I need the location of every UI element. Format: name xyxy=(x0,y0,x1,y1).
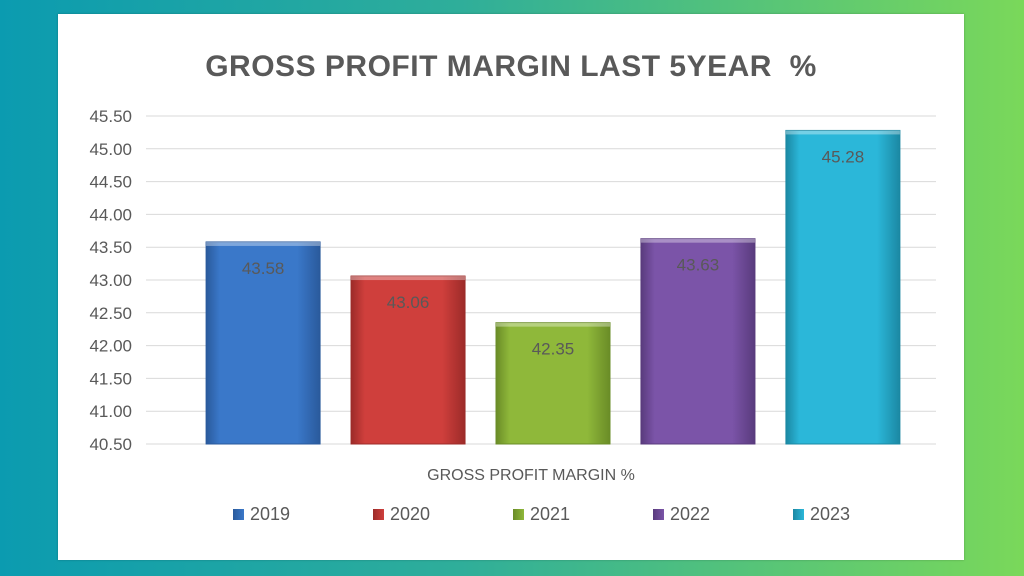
y-tick-label: 42.50 xyxy=(89,304,132,323)
legend-swatch xyxy=(233,509,244,520)
data-label-2021: 42.35 xyxy=(532,340,575,359)
legend-swatch xyxy=(373,509,384,520)
legend-item-2020: 2020 xyxy=(373,504,430,525)
data-label-2019: 43.58 xyxy=(242,259,285,278)
legend-item-2021: 2021 xyxy=(513,504,570,525)
legend-label: 2022 xyxy=(670,504,711,524)
bar-highlight xyxy=(206,241,321,246)
bar-2020 xyxy=(350,275,466,445)
legend-swatch xyxy=(513,509,524,520)
y-tick-label: 40.50 xyxy=(89,435,132,454)
chart-legend: 2019 2020 2021 2022 2023 xyxy=(58,504,964,528)
y-tick-label: 43.00 xyxy=(89,271,132,290)
legend-label: 2019 xyxy=(250,504,291,524)
y-tick-label: 44.00 xyxy=(89,205,132,224)
x-axis-label: GROSS PROFIT MARGIN % xyxy=(427,467,635,484)
legend-item-2022: 2022 xyxy=(653,504,710,525)
data-label-2023: 45.28 xyxy=(822,147,865,166)
y-tick-label: 41.50 xyxy=(89,369,132,388)
legend-item-2019: 2019 xyxy=(233,504,290,525)
data-label-2022: 43.63 xyxy=(677,256,720,275)
bar-2023 xyxy=(785,129,901,445)
chart-title: GROSS PROFIT MARGIN LAST 5YEAR % xyxy=(205,50,817,83)
bar-highlight xyxy=(496,322,610,327)
chart-panel: GROSS PROFIT MARGIN LAST 5YEAR % 40.50 41… xyxy=(58,14,964,560)
legend-label: 2021 xyxy=(530,504,571,524)
y-tick-label: 45.50 xyxy=(89,107,132,126)
y-tick-label: 43.50 xyxy=(89,238,132,257)
bar-2021 xyxy=(495,322,611,445)
bar-chart: 40.50 41.00 41.50 42.00 42.50 43.00 43.50 44.00… xyxy=(89,107,936,484)
y-tick-label: 42.00 xyxy=(89,337,132,356)
y-tick-label: 41.00 xyxy=(89,402,132,421)
y-tick-label: 44.50 xyxy=(89,173,132,192)
bar-highlight xyxy=(640,238,755,243)
legend-item-2023: 2023 xyxy=(793,504,850,525)
bar-2022 xyxy=(640,238,756,445)
y-tick-label: 45.00 xyxy=(89,140,132,159)
legend-label: 2023 xyxy=(810,504,851,524)
data-label-2020: 43.06 xyxy=(387,293,430,312)
legend-swatch xyxy=(793,509,804,520)
bar-highlight xyxy=(351,276,466,281)
legend-label: 2020 xyxy=(390,504,431,524)
bar-highlight xyxy=(785,130,900,135)
legend-swatch xyxy=(653,509,664,520)
bar-2019 xyxy=(205,241,321,445)
